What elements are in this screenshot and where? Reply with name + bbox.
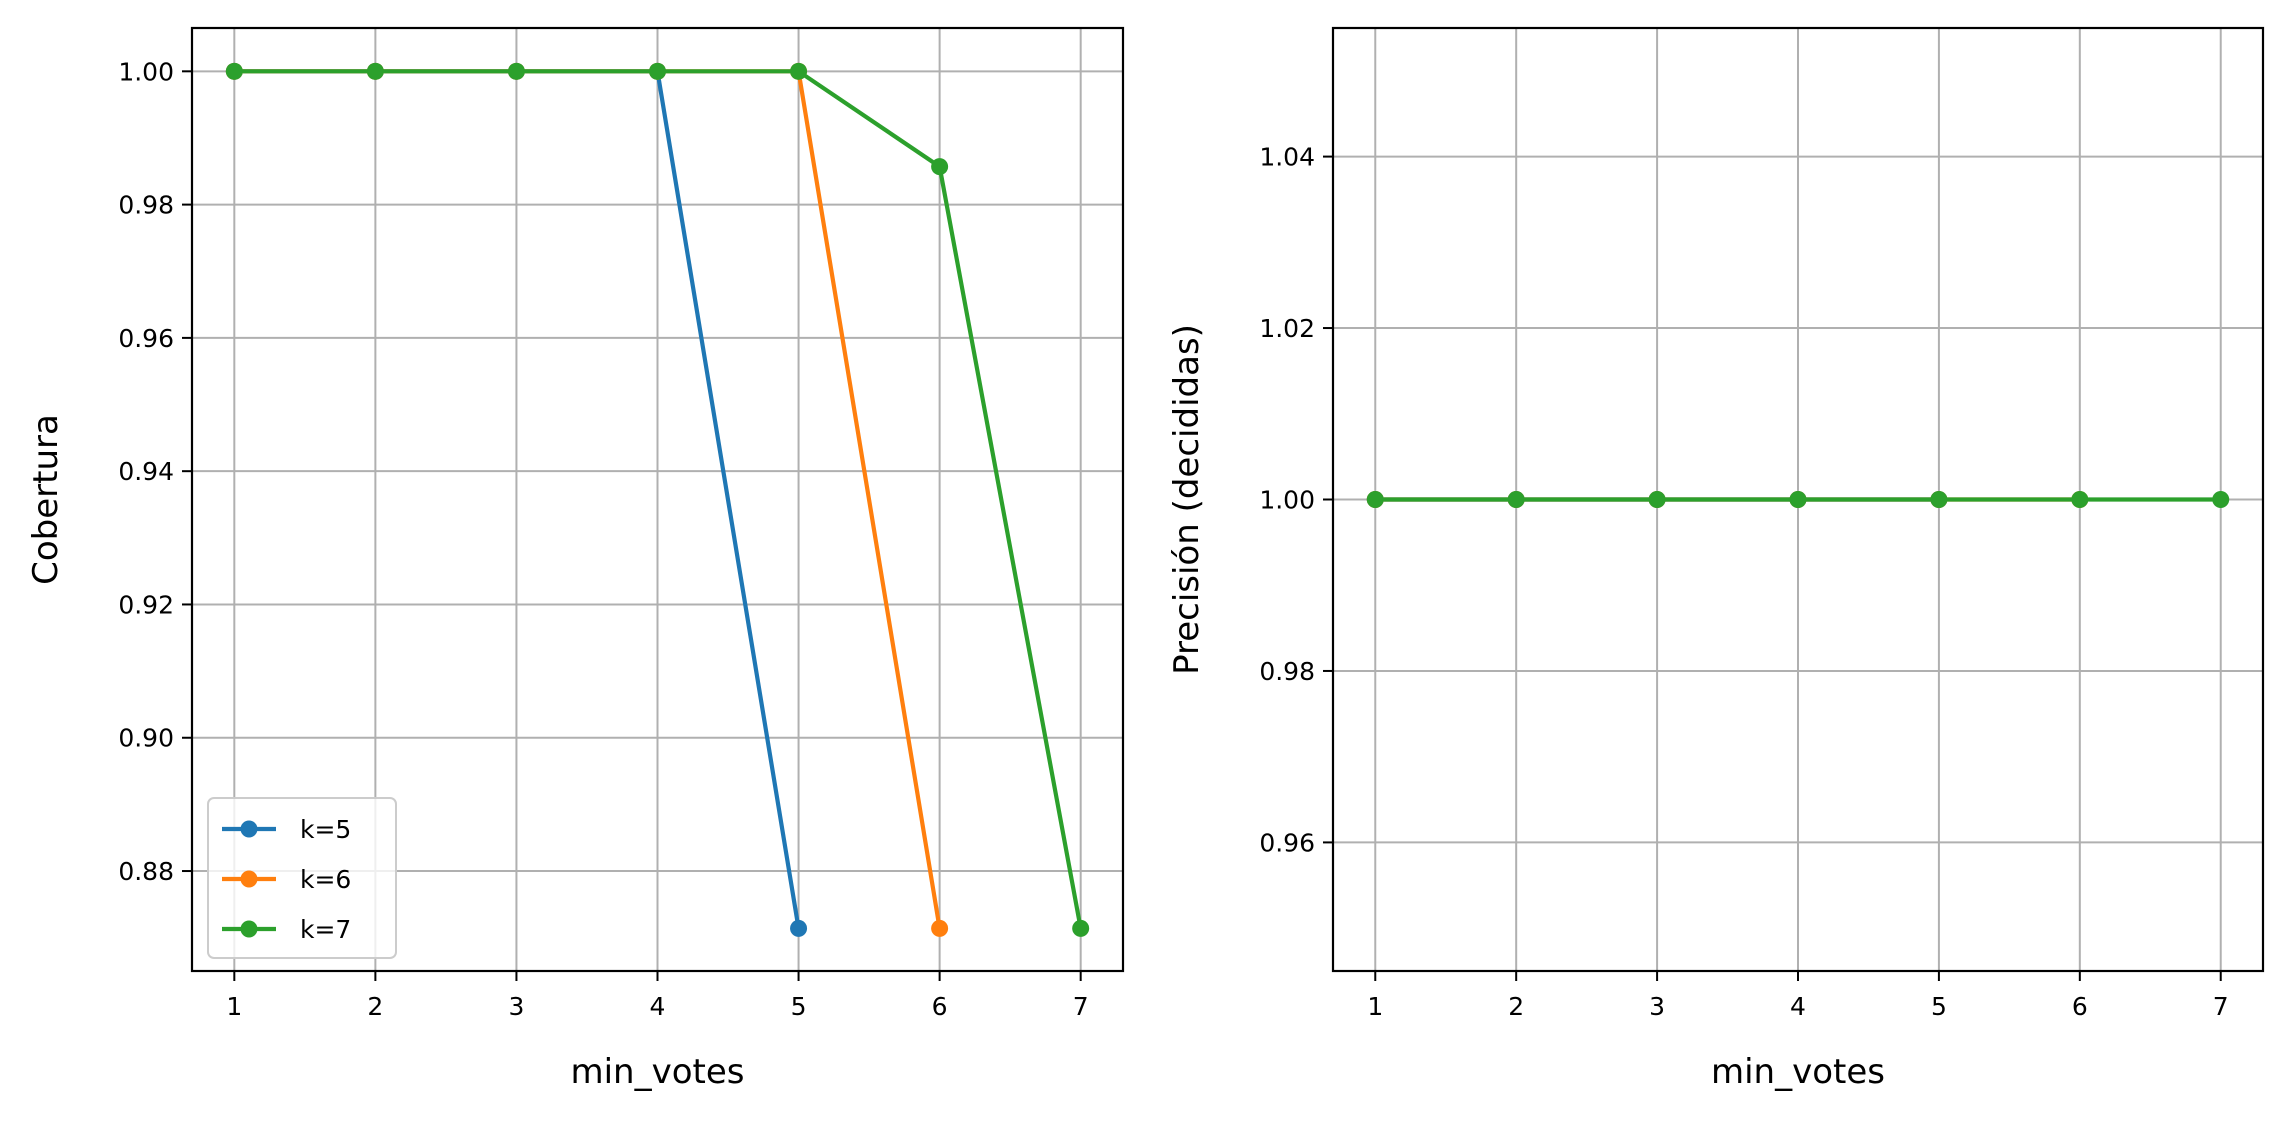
legend: k=5 k=6 k=7 (207, 797, 397, 959)
y-tick-label: 0.90 (118, 724, 174, 753)
x-tick-label: 6 (2072, 992, 2088, 1021)
data-point (1366, 491, 1384, 508)
data-point (225, 62, 243, 80)
data-point (1507, 491, 1525, 508)
data-point (366, 62, 384, 80)
legend-marker (240, 920, 258, 938)
y-tick-label: 0.96 (1259, 828, 1315, 857)
y-tick-label: 0.98 (1259, 657, 1315, 686)
data-point (1789, 491, 1807, 508)
series-3 (1366, 491, 2230, 508)
legend-box (207, 797, 397, 959)
series-k7 (225, 62, 1090, 937)
y-tick-label: 1.04 (1259, 143, 1315, 172)
x-tick-label: 4 (650, 992, 666, 1021)
data-point (2212, 491, 2230, 508)
data-point (790, 62, 808, 80)
x-tick-label: 3 (1649, 992, 1665, 1021)
y-axis-label: Cobertura (26, 414, 66, 585)
data-point (1072, 919, 1090, 937)
y-tick-label: 0.96 (118, 324, 174, 353)
legend-marker (240, 870, 258, 888)
x-tick-label: 5 (791, 992, 807, 1021)
y-tick-label: 0.94 (118, 457, 174, 486)
x-tick-label: 1 (226, 992, 242, 1021)
x-axis-label: min_votes (1711, 1052, 1885, 1092)
legend-label: k=7 (300, 915, 351, 944)
legend-label: k=5 (300, 815, 351, 844)
y-tick-label: 0.98 (118, 191, 174, 220)
y-tick-label: 0.92 (118, 590, 174, 619)
y-tick-label: 1.00 (1259, 486, 1315, 515)
data-point (649, 62, 666, 80)
x-tick-label: 7 (1073, 992, 1089, 1021)
y-axis-label: Precisión (decididas) (1167, 324, 1207, 675)
data-point (931, 158, 949, 176)
data-point (507, 62, 525, 80)
x-tick-label: 4 (1790, 992, 1806, 1021)
x-tick-label: 2 (1508, 992, 1524, 1021)
data-point (1648, 491, 1666, 508)
data-point (1930, 491, 1948, 508)
y-tick-label: 1.00 (118, 57, 174, 86)
coverage-plot: 1 2 3 4 5 6 7 0.88 0.90 0.92 0.94 0.96 0.98 1.00 min_v… (26, 26, 1125, 1092)
y-tick-label: 0.88 (118, 857, 174, 886)
data-point (2071, 491, 2089, 508)
legend-marker (240, 820, 258, 838)
x-tick-label: 3 (508, 992, 524, 1021)
data-point (790, 919, 808, 937)
legend-label: k=6 (300, 865, 351, 894)
x-tick-label: 6 (932, 992, 948, 1021)
x-tick-label: 7 (2213, 992, 2229, 1021)
x-tick-label: 2 (367, 992, 383, 1021)
precision-plot: 1 2 3 4 5 6 7 0.96 0.98 1.00 1.02 1.04 min_votes Prec… (1167, 26, 2265, 1092)
data-point (931, 919, 949, 937)
x-axis-label: min_votes (570, 1052, 744, 1092)
x-tick-label: 5 (1931, 992, 1947, 1021)
x-tick-label: 1 (1367, 992, 1383, 1021)
y-tick-label: 1.02 (1259, 314, 1315, 343)
